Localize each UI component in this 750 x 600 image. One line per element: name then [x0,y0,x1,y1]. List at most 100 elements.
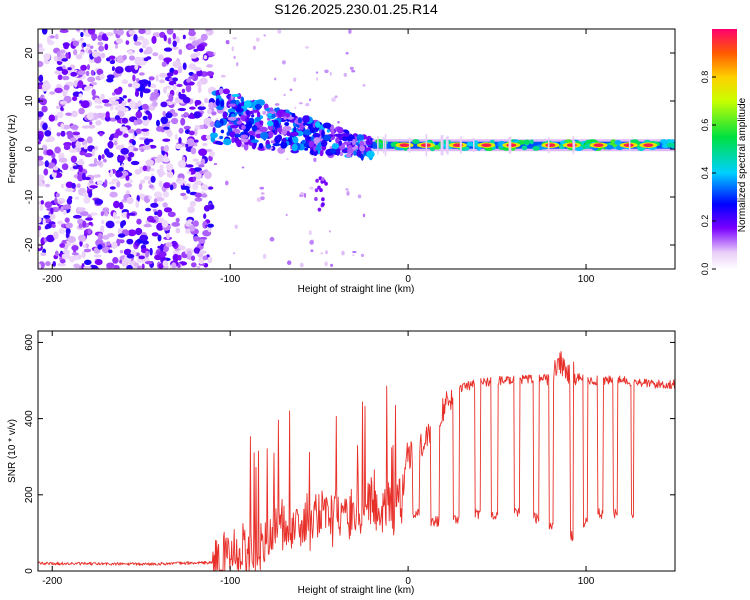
noise-speckle [208,102,215,109]
noise-speckle [283,93,286,97]
carrier-spike [628,139,631,151]
noise-speckle [185,143,189,148]
noise-speckle [133,262,139,267]
noise-speckle [163,182,171,189]
noise-speckle [81,250,86,259]
noise-speckle [169,184,174,191]
noise-speckle [220,74,226,78]
noise-speckle [63,209,67,216]
noise-speckle [191,40,200,47]
noise-speckle [150,202,159,208]
noise-speckle [38,242,42,249]
noise-speckle [148,76,155,81]
noise-speckle [65,231,70,239]
noise-speckle [102,207,110,213]
noise-speckle [185,228,191,234]
signal-blob [315,178,319,183]
noise-speckle [66,197,73,205]
noise-speckle [188,36,197,41]
noise-speckle [62,65,66,70]
noise-speckle [171,262,177,269]
noise-speckle [109,186,116,190]
noise-speckle [151,35,157,44]
signal-blob [240,134,249,139]
noise-speckle [188,76,195,80]
noise-speckle [46,234,55,243]
noise-speckle [50,207,54,215]
noise-speckle [158,251,167,258]
noise-speckle [80,64,87,71]
signal-blob [352,138,356,146]
noise-speckle [115,38,123,44]
bottom-y-axis-label: SNR (10 * v/v) [7,419,18,483]
noise-speckle [123,248,132,256]
noise-speckle [187,45,196,49]
noise-speckle [77,207,86,212]
noise-speckle [178,137,182,144]
signal-blob [265,143,272,149]
signal-blob [254,117,261,122]
noise-speckle [111,92,116,96]
noise-speckle [43,168,49,176]
noise-speckle [204,171,212,180]
signal-blob [259,120,264,126]
noise-speckle [313,157,317,162]
noise-speckle [126,238,134,245]
noise-speckle [112,211,117,220]
noise-speckle [135,111,143,119]
noise-speckle [97,41,104,46]
y-tick-label: 10 [24,95,35,107]
noise-speckle [138,183,143,191]
x-tick-label: -100 [220,576,240,587]
noise-speckle [135,78,140,82]
noise-speckle [69,148,77,153]
noise-speckle [70,137,77,142]
noise-speckle [128,30,136,35]
signal-blob [330,129,335,135]
colorbar-tick-label: 0.2 [700,215,710,228]
noise-speckle [86,136,93,144]
noise-speckle [94,56,102,64]
noise-speckle [66,130,73,137]
signal-blob [222,88,230,95]
noise-speckle [135,128,142,134]
noise-speckle [77,70,86,75]
noise-speckle [352,254,355,257]
noise-speckle [128,129,136,134]
noise-speckle [175,217,180,223]
signal-blob [241,125,246,130]
noise-speckle [118,167,124,172]
signal-blob [215,98,220,106]
noise-speckle [101,219,105,225]
noise-speckle [153,191,163,199]
noise-speckle [177,160,186,168]
y-tick-label: -20 [24,237,35,252]
noise-speckle [104,211,109,217]
noise-speckle [87,124,96,129]
top-y-axis-label: Frequency (Hz) [7,115,18,184]
noise-speckle [97,244,103,250]
noise-speckle [63,204,72,210]
noise-speckle [152,208,157,213]
noise-speckle [360,253,365,257]
x-tick-label: 100 [578,576,595,587]
noise-speckle [203,55,208,60]
noise-speckle [126,253,135,259]
noise-speckle [114,115,120,121]
noise-speckle [54,197,58,204]
signal-blob [240,96,245,103]
noise-speckle [54,70,62,75]
signal-blob [312,132,321,138]
signal-blob [209,121,215,128]
noise-speckle [113,140,118,146]
noise-speckle [277,29,282,34]
signal-blob [284,122,290,126]
noise-speckle [60,183,65,189]
noise-speckle [308,230,312,236]
noise-speckle [96,174,101,178]
x-tick-label: -200 [42,576,62,587]
noise-speckle [101,154,105,160]
noise-speckle [111,66,115,71]
carrier-spike [445,137,448,154]
noise-speckle [83,248,92,253]
